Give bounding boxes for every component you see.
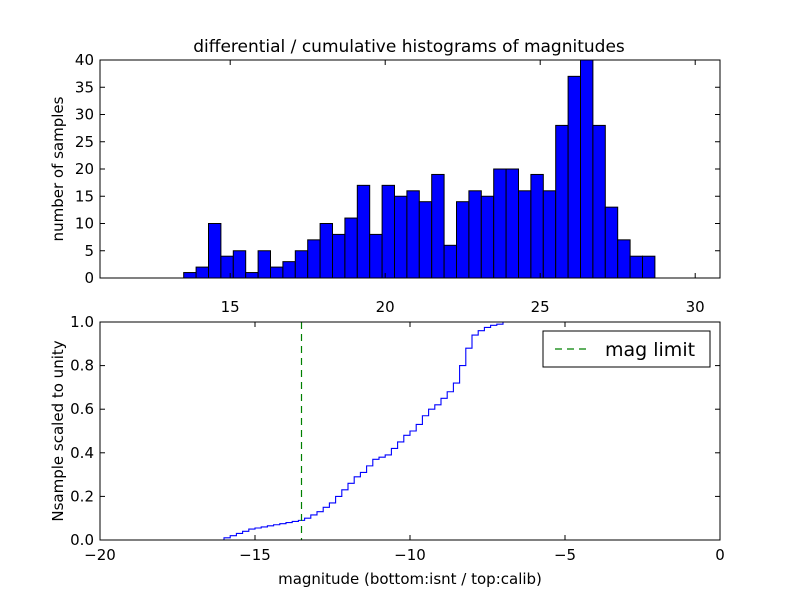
legend: mag limit bbox=[542, 330, 711, 368]
top-ytick-label: 25 bbox=[75, 133, 94, 151]
top-ytick-label: 5 bbox=[84, 242, 94, 260]
top-ytick-label: 10 bbox=[75, 215, 94, 233]
legend-label: mag limit bbox=[605, 339, 695, 361]
histogram-bar bbox=[183, 272, 197, 279]
histogram-bar bbox=[257, 250, 272, 279]
histogram-bar bbox=[480, 195, 495, 279]
top-axis-ticks: 0 5 10 15 20 25 30 35 40 15 20 25 30 bbox=[75, 51, 720, 316]
bottom-axis-ticks: 0.0 0.2 0.4 0.6 0.8 1.0 −20 −15 −10 −5 0 bbox=[70, 313, 725, 564]
histogram-bar bbox=[319, 223, 334, 279]
histogram-bar bbox=[443, 244, 458, 279]
histogram-bar bbox=[394, 195, 408, 279]
histogram-bar bbox=[245, 272, 259, 279]
histogram-bar bbox=[555, 124, 569, 279]
histogram-bar bbox=[220, 255, 234, 279]
top-ylabel: number of samples bbox=[49, 96, 67, 241]
histogram-bar bbox=[208, 223, 222, 279]
bottom-xtick-label: −15 bbox=[239, 546, 271, 564]
bottom-xtick-label: 0 bbox=[715, 546, 725, 564]
bottom-ylabel: Nsample scaled to unity bbox=[49, 340, 67, 521]
histogram-bar bbox=[604, 206, 619, 279]
bottom-xtick-label: −20 bbox=[84, 546, 116, 564]
histogram-bars bbox=[183, 59, 656, 279]
top-ytick-label: 15 bbox=[75, 187, 94, 205]
top-ytick-label: 20 bbox=[75, 160, 94, 178]
histogram-bar bbox=[505, 168, 520, 279]
histogram-bar bbox=[431, 173, 445, 279]
cumulative-step-line bbox=[100, 321, 720, 541]
bottom-xlabel: magnitude (bottom:isnt / top:calib) bbox=[278, 570, 542, 588]
histogram-bar bbox=[418, 201, 433, 279]
top-ytick-label: 40 bbox=[75, 51, 94, 69]
bottom-ytick-label: 0.0 bbox=[70, 531, 94, 549]
histogram-bar bbox=[282, 261, 296, 279]
bottom-ytick-label: 0.6 bbox=[70, 400, 94, 418]
top-ytick-label: 35 bbox=[75, 78, 94, 96]
histogram-bar bbox=[381, 184, 396, 279]
top-ytick-label: 30 bbox=[75, 106, 94, 124]
bottom-ytick-label: 0.8 bbox=[70, 357, 94, 375]
bottom-xtick-label: −5 bbox=[554, 546, 576, 564]
histogram-bar bbox=[369, 233, 383, 279]
histogram-bar bbox=[518, 190, 532, 279]
histogram-bar bbox=[530, 173, 544, 279]
histogram-bar bbox=[406, 190, 420, 279]
histogram-bar bbox=[356, 184, 371, 279]
histogram-bar bbox=[294, 250, 309, 279]
bottom-cumulative-panel: 0.0 0.2 0.4 0.6 0.8 1.0 −20 −15 −10 −5 0 magnitude… bbox=[49, 313, 725, 588]
bottom-ytick-label: 1.0 bbox=[70, 313, 94, 331]
histogram-bar bbox=[567, 75, 581, 279]
histogram-bar bbox=[617, 239, 631, 279]
histogram-bar bbox=[493, 168, 507, 279]
histogram-bar bbox=[468, 190, 482, 279]
histogram-bar bbox=[270, 266, 284, 279]
cumulative-lines bbox=[100, 321, 720, 541]
histogram-bar bbox=[332, 233, 346, 279]
histogram-bar bbox=[232, 250, 247, 279]
histogram-bar bbox=[542, 190, 557, 279]
bottom-xtick-label: −10 bbox=[394, 546, 426, 564]
bottom-ytick-label: 0.2 bbox=[70, 487, 94, 505]
histogram-bar bbox=[580, 59, 594, 279]
top-xtick-label: 25 bbox=[531, 298, 550, 316]
top-ytick-label: 0 bbox=[84, 269, 94, 287]
histogram-bar bbox=[307, 239, 321, 279]
bottom-ytick-label: 0.4 bbox=[70, 444, 94, 462]
histogram-bar bbox=[629, 255, 643, 279]
top-xtick-label: 30 bbox=[686, 298, 705, 316]
top-xtick-label: 20 bbox=[376, 298, 395, 316]
histogram-bar bbox=[456, 201, 470, 279]
histogram-bar bbox=[195, 266, 210, 279]
top-chart-title: differential / cumulative histograms of … bbox=[193, 37, 625, 57]
histogram-bar bbox=[344, 217, 358, 279]
histogram-bar bbox=[592, 124, 606, 279]
top-histogram-panel: differential / cumulative histograms of … bbox=[49, 37, 721, 316]
top-xtick-label: 15 bbox=[221, 298, 240, 316]
histogram-bar bbox=[642, 255, 656, 279]
